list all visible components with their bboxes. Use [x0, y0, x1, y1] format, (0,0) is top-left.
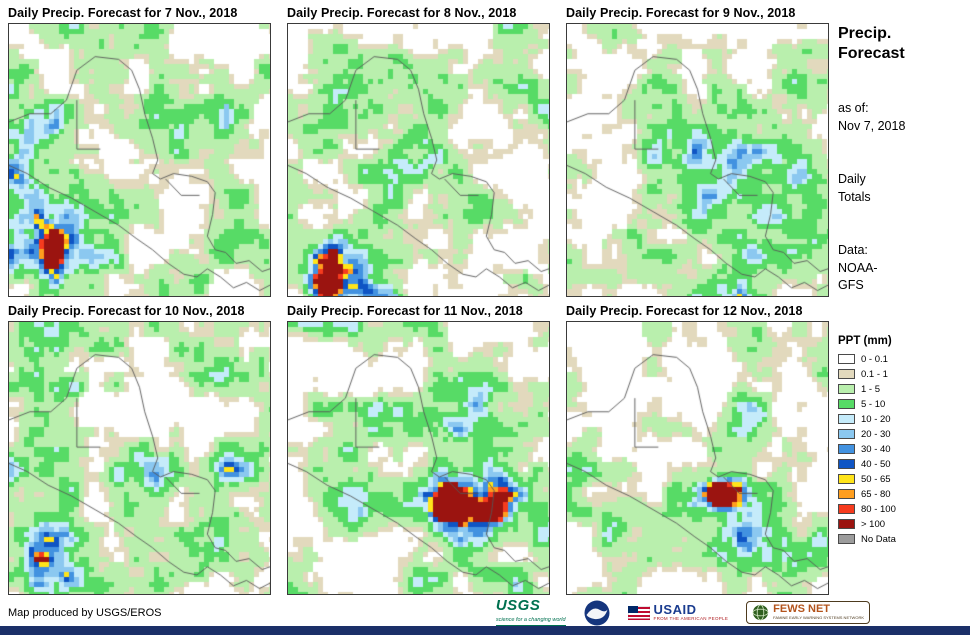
legend-label: 0.1 - 1	[861, 368, 888, 380]
legend-swatch	[838, 504, 855, 514]
panel-title: Daily Precip. Forecast for 8 Nov., 2018	[287, 6, 517, 20]
legend-swatch	[838, 459, 855, 469]
map-panel: Daily Precip. Forecast for 12 Nov., 2018	[566, 304, 829, 595]
legend-label: 50 - 65	[861, 473, 891, 485]
panel-title: Daily Precip. Forecast for 9 Nov., 2018	[566, 6, 796, 20]
legend-item: 0 - 0.1	[838, 354, 964, 365]
bottom-accent-bar	[0, 626, 970, 635]
sidebar-title-line1: Precip.	[838, 25, 892, 42]
map-panel: Daily Precip. Forecast for 7 Nov., 2018	[8, 6, 271, 297]
totals-line1: Daily	[838, 172, 866, 186]
legend-swatch	[838, 534, 855, 544]
usgs-logo-text: USGS	[495, 597, 541, 615]
legend-label: 30 - 40	[861, 443, 891, 455]
usaid-logo-text: USAID	[653, 602, 697, 618]
legend-item: 65 - 80	[838, 489, 964, 500]
legend-label: 0 - 0.1	[861, 353, 888, 365]
legend-item: 5 - 10	[838, 399, 964, 410]
sidebar: Precip. Forecast as of: Nov 7, 2018 Dail…	[838, 24, 964, 549]
legend-swatch	[838, 354, 855, 364]
map-panel: Daily Precip. Forecast for 8 Nov., 2018	[287, 6, 550, 297]
data-source-line2: GFS	[838, 278, 864, 292]
legend-swatch	[838, 429, 855, 439]
legend-item: 10 - 20	[838, 414, 964, 425]
panel-title: Daily Precip. Forecast for 12 Nov., 2018	[566, 304, 803, 318]
maps-grid: Daily Precip. Forecast for 7 Nov., 2018 D…	[8, 6, 829, 595]
fewsnet-globe-icon	[752, 604, 769, 621]
legend-label: 20 - 30	[861, 428, 891, 440]
usaid-logo: USAID FROM THE AMERICAN PEOPLE	[627, 603, 729, 621]
usaid-flag-icon	[627, 605, 650, 620]
as-of-block: as of: Nov 7, 2018	[838, 100, 964, 135]
map-canvas	[287, 23, 550, 297]
legend-swatch	[838, 399, 855, 409]
map-panel: Daily Precip. Forecast for 11 Nov., 2018	[287, 304, 550, 595]
legend-swatch	[838, 444, 855, 454]
usaid-logo-textblock: USAID FROM THE AMERICAN PEOPLE	[654, 603, 729, 621]
legend-item: 50 - 65	[838, 474, 964, 485]
totals-block: Daily Totals	[838, 171, 964, 206]
panel-title: Daily Precip. Forecast for 10 Nov., 2018	[8, 304, 245, 318]
fewsnet-logo-textblock: FEWS NET FAMINE EARLY WARNING SYSTEMS NE…	[773, 604, 864, 620]
legend-items: 0 - 0.1 0.1 - 1 1 - 5 5 - 10 10 - 20 20 - 30 3…	[838, 354, 964, 545]
precip-legend: PPT (mm) 0 - 0.1 0.1 - 1 1 - 5 5 - 10 10 - 2…	[838, 335, 964, 545]
legend-item: 80 - 100	[838, 504, 964, 515]
legend-label: 40 - 50	[861, 458, 891, 470]
legend-label: 65 - 80	[861, 488, 891, 500]
noaa-logo	[584, 600, 610, 626]
legend-item: > 100	[838, 519, 964, 530]
legend-swatch	[838, 384, 855, 394]
footer-credit: Map produced by USGS/EROS	[8, 606, 162, 619]
panel-title: Daily Precip. Forecast for 7 Nov., 2018	[8, 6, 238, 20]
legend-label: > 100	[861, 518, 886, 530]
legend-item: 30 - 40	[838, 444, 964, 455]
data-source-line1: NOAA-	[838, 260, 878, 275]
as-of-label: as of:	[838, 101, 869, 115]
usgs-tagline: science for a changing world	[495, 617, 566, 624]
usaid-tagline: FROM THE AMERICAN PEOPLE	[653, 616, 729, 622]
fewsnet-logo-text: FEWS NET	[773, 603, 831, 616]
as-of-date: Nov 7, 2018	[838, 118, 906, 133]
legend-label: 1 - 5	[861, 383, 881, 395]
legend-swatch	[838, 519, 855, 529]
footer-logos: USGS science for a changing world USAID …	[495, 597, 870, 627]
map-canvas	[566, 23, 829, 297]
legend-label: No Data	[861, 533, 896, 545]
legend-label: 80 - 100	[861, 503, 896, 515]
map-canvas	[566, 321, 829, 595]
legend-label: 5 - 10	[861, 398, 886, 410]
panel-title: Daily Precip. Forecast for 11 Nov., 2018	[287, 304, 523, 318]
legend-swatch	[838, 474, 855, 484]
data-source-label: Data:	[838, 243, 868, 257]
legend-swatch	[838, 489, 855, 499]
data-source-block: Data: NOAA- GFS	[838, 242, 964, 295]
noaa-emblem-icon	[584, 600, 610, 625]
sidebar-title: Precip. Forecast	[838, 24, 964, 64]
legend-title: PPT (mm)	[838, 334, 892, 347]
legend-item: No Data	[838, 534, 964, 545]
legend-item: 0.1 - 1	[838, 369, 964, 380]
map-canvas	[8, 321, 271, 595]
legend-swatch	[838, 414, 855, 424]
sidebar-title-line2: Forecast	[838, 45, 905, 62]
legend-item: 40 - 50	[838, 459, 964, 470]
totals-line2: Totals	[838, 189, 871, 204]
map-panel: Daily Precip. Forecast for 9 Nov., 2018	[566, 6, 829, 297]
fewsnet-logo: FEWS NET FAMINE EARLY WARNING SYSTEMS NE…	[746, 601, 870, 624]
legend-item: 1 - 5	[838, 384, 964, 395]
map-canvas	[287, 321, 550, 595]
fewsnet-tagline: FAMINE EARLY WARNING SYSTEMS NETWORK	[773, 614, 864, 620]
legend-label: 10 - 20	[861, 413, 891, 425]
map-canvas	[8, 23, 271, 297]
legend-item: 20 - 30	[838, 429, 964, 440]
usgs-logo: USGS science for a changing world	[495, 597, 566, 627]
legend-swatch	[838, 369, 855, 379]
footer: Map produced by USGS/EROS USGS science f…	[0, 597, 970, 627]
map-panel: Daily Precip. Forecast for 10 Nov., 2018	[8, 304, 271, 595]
